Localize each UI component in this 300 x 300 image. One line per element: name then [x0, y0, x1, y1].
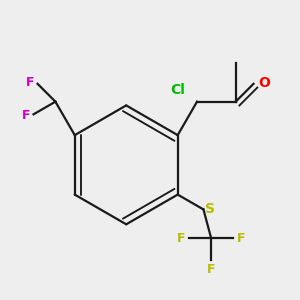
Text: F: F [236, 232, 245, 245]
Text: O: O [258, 76, 270, 90]
Text: F: F [177, 232, 186, 245]
Text: F: F [26, 76, 34, 89]
Text: F: F [207, 263, 215, 276]
Text: Cl: Cl [170, 83, 185, 97]
Text: F: F [22, 109, 31, 122]
Text: S: S [205, 202, 215, 216]
